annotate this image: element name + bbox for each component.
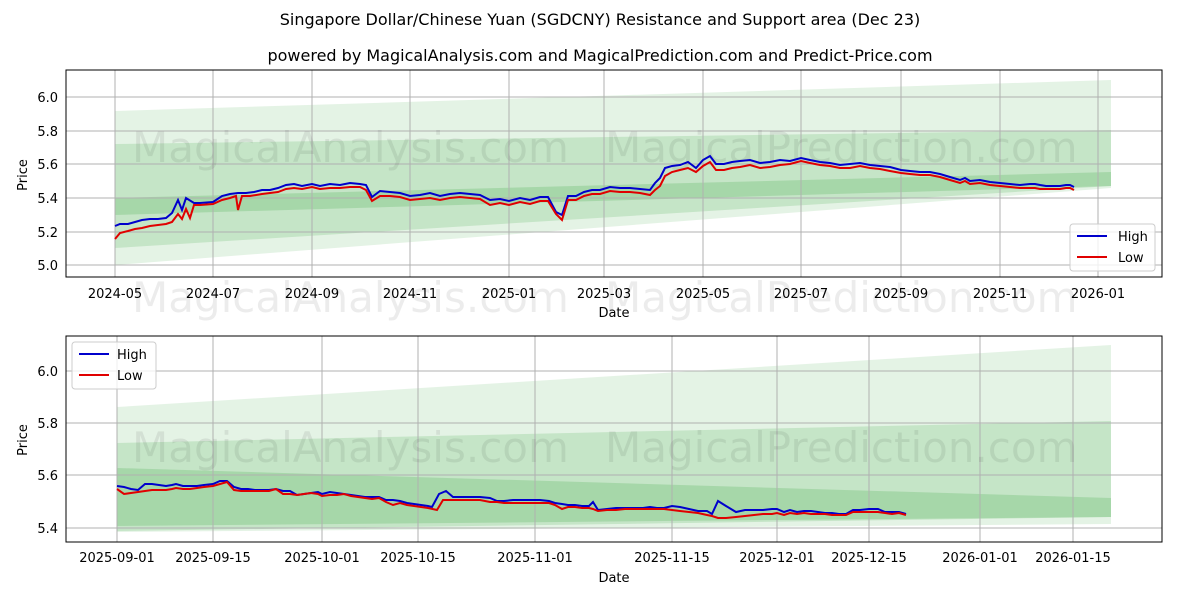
svg-text:2025-05: 2025-05 — [676, 287, 730, 302]
svg-text:2025-11-01: 2025-11-01 — [497, 551, 573, 566]
bottom-y-axis-label: Price — [16, 424, 31, 456]
bottom-axes-frame — [65, 335, 1163, 543]
top-x-ticks: 2024-05 2024-07 2024-09 2024-11 2025-01 … — [88, 287, 1125, 302]
watermark: MagicalPrediction.com — [605, 273, 1078, 322]
top-bands — [115, 80, 1111, 265]
top-y-ticks: 5.0 5.2 5.4 5.6 5.8 6.0 — [37, 91, 58, 274]
svg-text:2025-09-15: 2025-09-15 — [175, 551, 251, 566]
svg-text:2026-01-01: 2026-01-01 — [942, 551, 1018, 566]
svg-text:2024-09: 2024-09 — [285, 287, 339, 302]
watermark: MagicalAnalysis.com — [132, 423, 569, 472]
chart-subtitle: powered by MagicalAnalysis.com and Magic… — [267, 46, 933, 65]
chart-title: Singapore Dollar/Chinese Yuan (SGDCNY) R… — [279, 10, 921, 29]
svg-text:5.4: 5.4 — [37, 192, 58, 207]
legend-low: Low — [117, 369, 143, 384]
bottom-x-axis-label: Date — [598, 571, 629, 586]
svg-text:6.0: 6.0 — [37, 91, 58, 106]
svg-text:2025-01: 2025-01 — [482, 287, 536, 302]
top-axes-frame — [65, 69, 1163, 278]
svg-text:5.8: 5.8 — [37, 417, 58, 432]
low-line — [114, 159, 1075, 240]
bottom-grid — [66, 336, 1162, 542]
svg-text:2025-10-01: 2025-10-01 — [284, 551, 360, 566]
svg-text:5.8: 5.8 — [37, 125, 58, 140]
svg-text:2025-11-15: 2025-11-15 — [634, 551, 710, 566]
bottom-y-ticks: 5.4 5.6 5.8 6.0 — [37, 365, 58, 537]
high-line — [114, 154, 1075, 227]
svg-text:2025-07: 2025-07 — [774, 287, 828, 302]
svg-text:2025-12-01: 2025-12-01 — [739, 551, 815, 566]
bottom-x-ticks: 2025-09-01 2025-09-15 2025-10-01 2025-10… — [79, 551, 1111, 566]
svg-text:2024-11: 2024-11 — [383, 287, 437, 302]
watermark: MagicalAnalysis.com — [132, 123, 569, 172]
svg-text:2024-07: 2024-07 — [186, 287, 240, 302]
svg-text:5.4: 5.4 — [37, 522, 58, 537]
svg-text:2025-12-15: 2025-12-15 — [831, 551, 907, 566]
svg-text:5.2: 5.2 — [37, 226, 58, 241]
top-legend: High Low — [1069, 223, 1156, 272]
svg-text:2025-09: 2025-09 — [874, 287, 928, 302]
svg-text:5.6: 5.6 — [37, 158, 58, 173]
svg-text:2025-10-15: 2025-10-15 — [380, 551, 456, 566]
legend-high: High — [1118, 230, 1148, 245]
svg-text:2025-03: 2025-03 — [577, 287, 631, 302]
bottom-chart: MagicalAnalysis.com MagicalPrediction.co… — [16, 335, 1163, 586]
legend-low: Low — [1118, 251, 1144, 266]
svg-text:5.0: 5.0 — [37, 259, 58, 274]
top-chart: MagicalAnalysis.com MagicalPrediction.co… — [16, 69, 1163, 322]
top-grid — [66, 70, 1162, 277]
legend-high: High — [117, 348, 147, 363]
watermark: MagicalPrediction.com — [605, 423, 1078, 472]
top-x-axis-label: Date — [598, 306, 629, 321]
svg-text:6.0: 6.0 — [37, 365, 58, 380]
svg-text:2025-09-01: 2025-09-01 — [79, 551, 155, 566]
top-y-axis-label: Price — [16, 159, 31, 191]
svg-text:2024-05: 2024-05 — [88, 287, 142, 302]
watermark: MagicalAnalysis.com — [132, 273, 569, 322]
svg-text:2026-01-15: 2026-01-15 — [1035, 551, 1111, 566]
low-line — [116, 480, 907, 519]
svg-text:2025-11: 2025-11 — [973, 287, 1027, 302]
bottom-legend: High Low — [71, 341, 157, 390]
svg-text:2026-01: 2026-01 — [1071, 287, 1125, 302]
svg-text:5.6: 5.6 — [37, 469, 58, 484]
